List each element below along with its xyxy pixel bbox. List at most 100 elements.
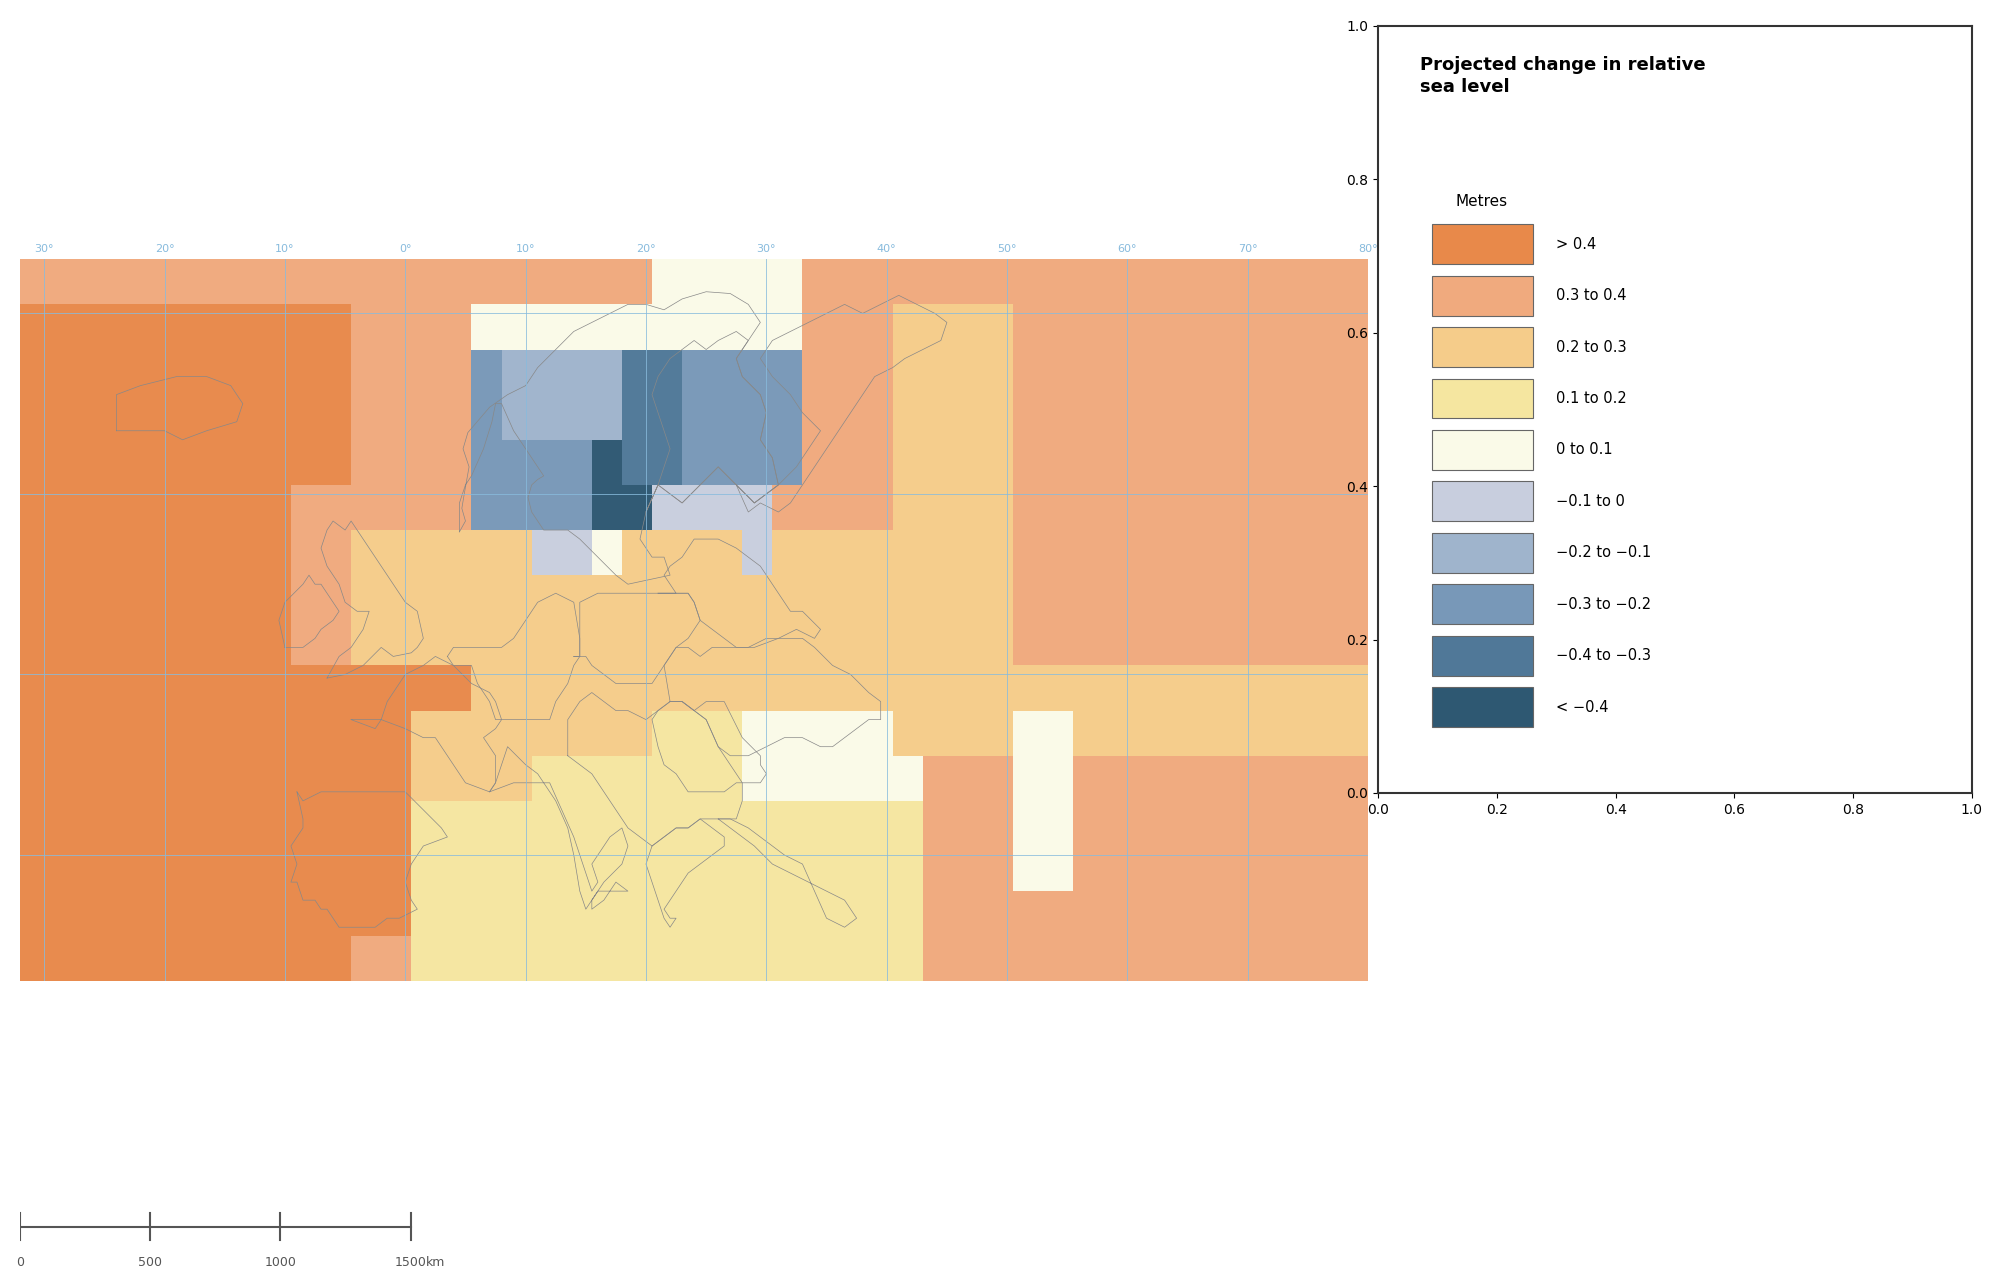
Bar <box>471 756 501 801</box>
Bar <box>1284 485 1314 530</box>
Bar <box>803 395 833 440</box>
Bar <box>1253 936 1284 981</box>
Bar <box>1223 665 1253 711</box>
Bar <box>1284 936 1314 981</box>
Bar <box>441 936 471 981</box>
Bar <box>410 936 441 981</box>
Bar <box>20 485 50 530</box>
Bar <box>262 891 292 936</box>
Bar <box>322 620 352 665</box>
Bar <box>111 485 141 530</box>
Bar <box>171 801 201 845</box>
Bar <box>1163 304 1193 349</box>
Bar <box>1103 665 1133 711</box>
Bar <box>682 756 712 801</box>
Bar <box>652 395 682 440</box>
Bar <box>893 440 924 485</box>
Bar <box>561 260 592 304</box>
Bar <box>833 891 863 936</box>
Bar <box>893 620 924 665</box>
Bar <box>742 665 773 711</box>
Bar <box>893 711 924 756</box>
Bar <box>1284 349 1314 395</box>
Bar <box>803 576 833 620</box>
Bar <box>622 936 652 981</box>
Bar <box>954 891 984 936</box>
Bar <box>984 711 1014 756</box>
Bar <box>111 349 141 395</box>
Bar <box>380 260 410 304</box>
Bar <box>471 349 501 395</box>
Bar <box>622 620 652 665</box>
Bar <box>893 260 924 304</box>
Bar <box>1193 801 1223 845</box>
Bar <box>1223 395 1253 440</box>
Bar <box>984 485 1014 530</box>
Bar <box>410 801 441 845</box>
Bar <box>1344 576 1374 620</box>
Bar <box>352 485 380 530</box>
Bar <box>501 665 531 711</box>
Bar <box>1193 260 1223 304</box>
Bar <box>863 711 893 756</box>
Bar <box>111 260 141 304</box>
Bar <box>262 530 292 576</box>
Bar <box>1072 260 1103 304</box>
Bar <box>1133 891 1163 936</box>
Bar <box>1042 936 1072 981</box>
Bar <box>471 936 501 981</box>
Bar <box>592 485 622 530</box>
Bar <box>171 665 201 711</box>
Bar <box>893 395 924 440</box>
Bar <box>1223 530 1253 576</box>
Bar <box>111 440 141 485</box>
Bar <box>1344 440 1374 485</box>
Bar <box>201 936 231 981</box>
Bar <box>1163 440 1193 485</box>
Bar <box>171 304 201 349</box>
Bar <box>1133 620 1163 665</box>
Bar <box>1163 349 1193 395</box>
Bar <box>410 665 441 711</box>
Bar <box>1284 530 1314 576</box>
Bar <box>231 891 262 936</box>
Bar <box>1314 395 1344 440</box>
Bar <box>1253 665 1284 711</box>
Bar <box>201 485 231 530</box>
Bar <box>652 576 682 620</box>
Bar <box>1193 440 1223 485</box>
Text: 0°: 0° <box>398 244 412 253</box>
Bar <box>712 665 742 711</box>
Bar <box>803 801 833 845</box>
Bar <box>50 260 80 304</box>
Bar <box>1314 891 1344 936</box>
Bar <box>1344 440 1374 485</box>
Bar <box>380 530 410 576</box>
Bar <box>893 845 924 891</box>
Bar <box>622 576 652 620</box>
Bar <box>231 711 262 756</box>
Bar <box>441 665 471 711</box>
Bar <box>1193 711 1223 756</box>
Bar <box>954 260 984 304</box>
Bar <box>410 349 441 395</box>
Bar <box>712 620 742 665</box>
Bar <box>773 801 803 845</box>
Bar <box>863 530 893 576</box>
Bar <box>561 440 592 485</box>
Bar <box>1284 665 1314 711</box>
Bar <box>201 349 231 395</box>
Bar <box>352 620 380 665</box>
Bar <box>742 576 773 620</box>
Bar <box>20 395 50 440</box>
Bar <box>1014 891 1042 936</box>
Bar <box>1344 665 1374 711</box>
Bar <box>471 440 501 485</box>
Bar <box>1223 756 1253 801</box>
Bar <box>561 801 592 845</box>
Bar <box>1103 440 1133 485</box>
Bar <box>803 711 833 756</box>
Bar <box>1014 711 1042 756</box>
Bar <box>471 801 501 845</box>
Bar <box>833 349 863 395</box>
